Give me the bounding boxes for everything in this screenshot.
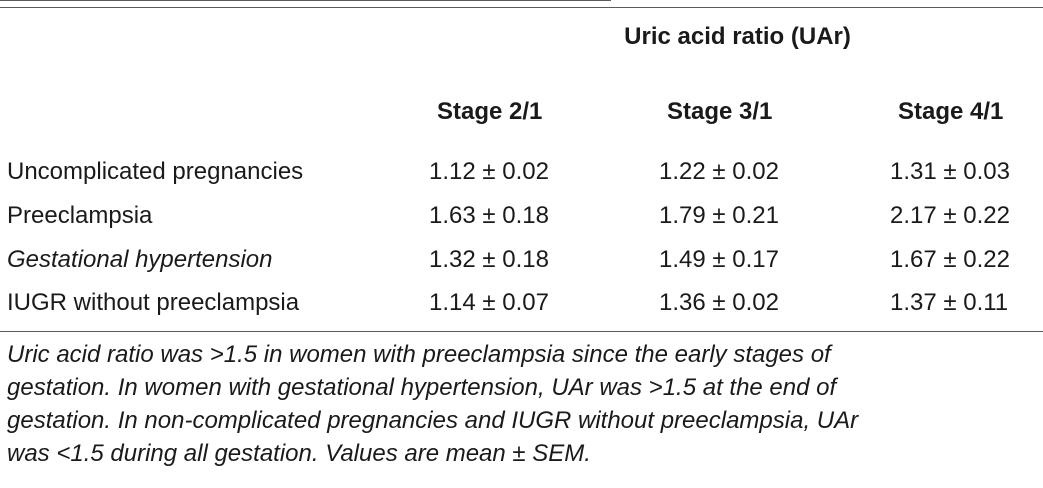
row-label: Gestational hypertension bbox=[7, 246, 273, 273]
table-cell: 2.17 ± 0.22 bbox=[890, 202, 1010, 229]
table-cell: 1.22 ± 0.02 bbox=[659, 158, 779, 185]
table-cell: 1.14 ± 0.07 bbox=[429, 289, 549, 316]
table-bottom-rule bbox=[0, 331, 1043, 332]
table-cell: 1.31 ± 0.03 bbox=[890, 158, 1010, 185]
row-label: Preeclampsia bbox=[7, 202, 153, 229]
column-header-stage-3-1: Stage 3/1 bbox=[667, 98, 773, 125]
table-cell: 1.32 ± 0.18 bbox=[429, 246, 549, 273]
column-group-rule bbox=[0, 0, 611, 1]
table-row: IUGR without preeclampsia 1.14 ± 0.07 1.… bbox=[0, 288, 1043, 332]
table-row: Preeclampsia 1.63 ± 0.18 1.79 ± 0.21 2.1… bbox=[0, 201, 1043, 245]
footnote-line: gestation. In women with gestational hyp… bbox=[7, 374, 837, 401]
table-top-rule bbox=[0, 7, 1043, 8]
column-header-stage-4-1: Stage 4/1 bbox=[898, 98, 1004, 125]
table-footnote: Uric acid ratio was >1.5 in women with p… bbox=[7, 338, 1037, 470]
table-cell: 1.36 ± 0.02 bbox=[659, 289, 779, 316]
row-label: IUGR without preeclampsia bbox=[7, 289, 300, 316]
table-cell: 1.67 ± 0.22 bbox=[890, 246, 1010, 273]
table-cell: 1.63 ± 0.18 bbox=[429, 202, 549, 229]
column-header-stage-2-1: Stage 2/1 bbox=[437, 98, 543, 125]
table-cell: 1.49 ± 0.17 bbox=[659, 246, 779, 273]
table-row: Gestational hypertension 1.32 ± 0.18 1.4… bbox=[0, 245, 1043, 289]
row-label: Uncomplicated pregnancies bbox=[7, 158, 304, 185]
table-cell: 1.79 ± 0.21 bbox=[659, 202, 779, 229]
footnote-line: Uric acid ratio was >1.5 in women with p… bbox=[7, 341, 831, 368]
table-cell: 1.12 ± 0.02 bbox=[429, 158, 549, 185]
column-group-header: Uric acid ratio (UAr) bbox=[624, 23, 851, 50]
footnote-line: was <1.5 during all gestation. Values ar… bbox=[7, 440, 591, 467]
table-row: Uncomplicated pregnancies 1.12 ± 0.02 1.… bbox=[0, 157, 1043, 201]
footnote-line: gestation. In non-complicated pregnancie… bbox=[7, 407, 859, 434]
table-cell: 1.37 ± 0.11 bbox=[890, 289, 1009, 316]
